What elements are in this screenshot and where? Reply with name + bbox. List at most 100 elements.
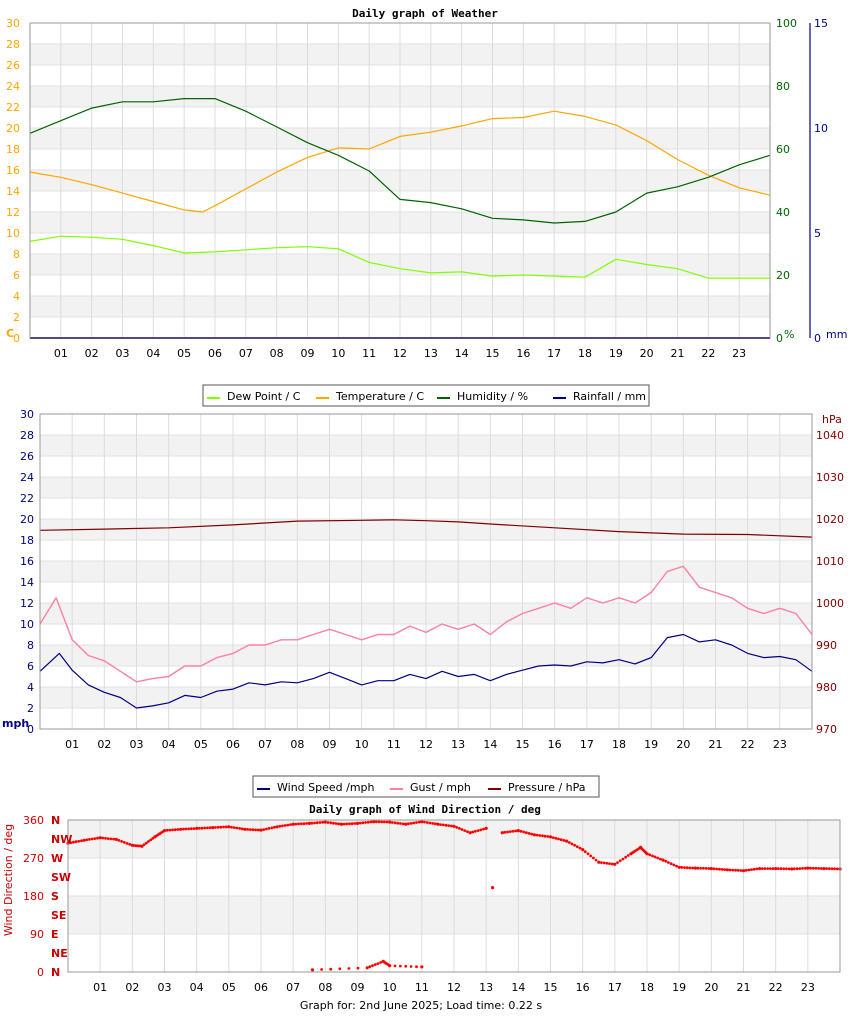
direction-point: [356, 966, 360, 970]
x-tick-label: 19: [672, 981, 686, 994]
x-tick-label: 20: [676, 738, 690, 751]
direction-point: [543, 834, 547, 838]
compass-label: N: [51, 814, 60, 827]
weather-legend-box: [202, 384, 650, 407]
direction-point: [522, 830, 526, 834]
direction-point: [656, 856, 660, 860]
direction-point: [731, 868, 735, 872]
direction-point: [195, 826, 199, 831]
direction-point: [696, 866, 700, 870]
direction-point: [532, 833, 537, 837]
x-tick-label: 10: [331, 347, 345, 360]
direction-point: [299, 822, 303, 826]
x-tick-label: 06: [226, 738, 240, 751]
direction-point: [771, 867, 775, 870]
x-tick-label: 08: [290, 738, 304, 751]
direction-point: [251, 828, 255, 832]
x-tick-label: 08: [318, 981, 332, 994]
direction-point: [208, 826, 212, 830]
direction-point: [691, 866, 694, 870]
y-left-tick-label: 14: [20, 576, 34, 589]
y-left-tick-label: 6: [27, 660, 34, 673]
x-tick-label: 18: [640, 981, 654, 994]
direction-point: [415, 821, 418, 824]
direction-point: [291, 822, 295, 826]
direction-point: [82, 838, 86, 842]
direction-point: [463, 829, 467, 832]
direction-point: [120, 840, 123, 843]
direction-point: [243, 827, 247, 831]
gust-line: [39, 565, 813, 683]
direction-point: [90, 837, 94, 841]
y-left-tick-label: 8: [13, 248, 20, 261]
direction-point: [256, 828, 260, 832]
direction-point: [69, 841, 73, 845]
x-tick-label: 01: [54, 347, 68, 360]
direction-point: [106, 837, 110, 840]
direction-point: [441, 823, 445, 827]
x-tick-label: 11: [362, 347, 376, 360]
direction-point: [562, 839, 566, 842]
direction-point: [404, 822, 408, 826]
direction-point: [270, 826, 274, 830]
x-tick-label: 14: [455, 347, 469, 360]
direction-point: [230, 825, 233, 829]
direction-point: [669, 862, 673, 866]
direction-point: [347, 967, 351, 970]
x-tick-label: 02: [97, 738, 111, 751]
x-tick-label: 22: [741, 738, 755, 751]
x-tick-label: 04: [146, 347, 160, 360]
y-left-tick-label: 8: [27, 639, 34, 652]
y-left-tick-label: 22: [6, 101, 20, 114]
y-left-tick-label: 10: [6, 227, 20, 240]
x-tick-label: 17: [580, 738, 594, 751]
direction-point: [345, 822, 349, 826]
direction-point: [688, 866, 692, 870]
direction-point: [267, 827, 271, 830]
direction-point: [466, 830, 469, 833]
direction-point: [677, 865, 681, 869]
direction-point: [254, 828, 257, 832]
direction-point: [527, 832, 531, 835]
direction-point: [744, 868, 748, 872]
direction-point: [142, 843, 146, 846]
direction-point: [348, 822, 351, 826]
y-left-tick-label: 6: [13, 269, 20, 282]
y-right-tick-label: 40: [776, 206, 790, 219]
x-tick-label: 23: [773, 738, 787, 751]
direction-point: [246, 828, 250, 831]
direction-point: [565, 839, 569, 843]
direction-point: [259, 828, 263, 832]
direction-point: [203, 826, 207, 830]
y-left-tick-label: 4: [13, 290, 20, 303]
direction-point: [597, 860, 601, 864]
direction-point: [265, 827, 268, 831]
direction-point: [712, 867, 716, 871]
y-tick-label: 90: [30, 928, 44, 941]
direction-point: [709, 867, 713, 871]
x-tick-label: 09: [301, 347, 315, 360]
weather-chart-plot-border: [29, 22, 771, 339]
y-left-tick-label: 20: [6, 122, 20, 135]
direction-point: [626, 854, 630, 857]
y-left-tick-label: 10: [20, 618, 34, 631]
direction-point: [176, 828, 180, 831]
x-tick-label: 07: [286, 981, 300, 994]
direction-point: [338, 967, 342, 971]
x-tick-label: 12: [447, 981, 461, 994]
direction-point: [600, 861, 603, 864]
direction-point: [447, 824, 450, 827]
direction-point: [275, 825, 279, 829]
direction-point: [415, 965, 418, 969]
direction-point: [162, 829, 167, 833]
y-tick-label: 270: [23, 852, 44, 865]
direction-point: [484, 826, 488, 831]
direction-point: [281, 824, 284, 828]
x-tick-label: 03: [158, 981, 172, 994]
direction-point: [608, 862, 611, 865]
compass-label: NW: [51, 833, 72, 846]
direction-point: [460, 828, 464, 831]
direction-point: [755, 867, 759, 871]
direction-point: [376, 962, 380, 965]
weather-chart-axes: 01 02 03 04 05 06 07 08 09 10 11 12 13 14 15 16 17 18 19 20…: [6, 17, 828, 360]
